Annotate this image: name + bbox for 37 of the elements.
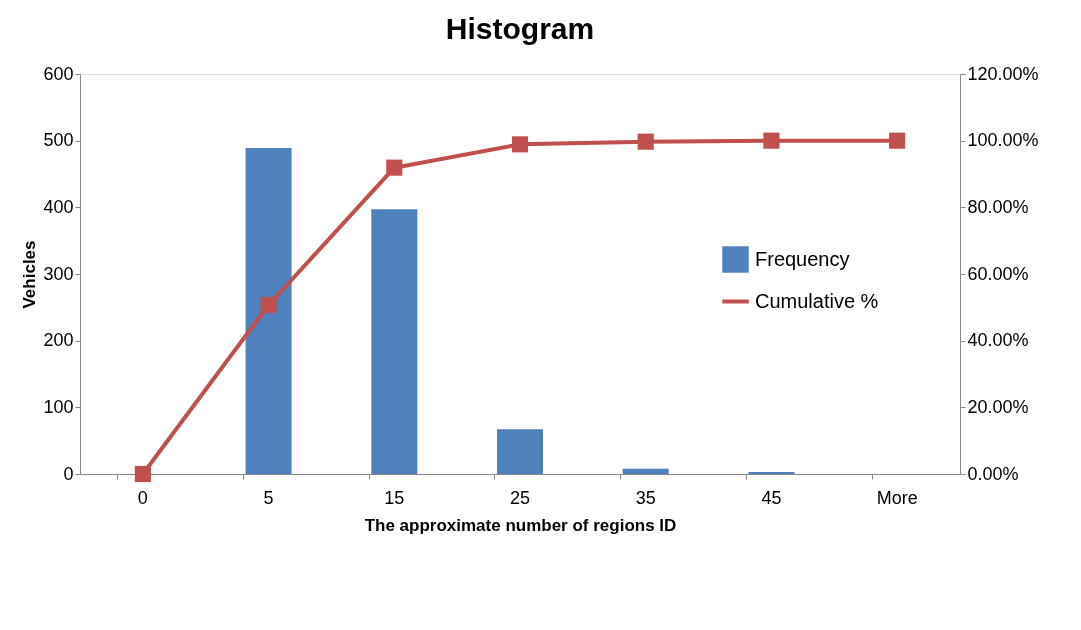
x-tick-label: 25 <box>509 487 531 508</box>
y2-tick-label: 80.00% <box>967 196 1029 217</box>
y-axis-title: Vehicles <box>20 240 40 309</box>
y2-tick-label: 20.00% <box>967 396 1029 417</box>
y-tick-label: 300 <box>43 263 74 284</box>
x-axis-title: The approximate number of regions ID <box>364 515 677 535</box>
x-tick-label: 15 <box>384 487 405 508</box>
y2-tick-label: 120.00% <box>967 63 1039 84</box>
x-tick-label: 0 <box>137 487 148 508</box>
bar <box>497 429 543 474</box>
point <box>889 132 906 149</box>
y-tick-label: 0 <box>63 463 74 484</box>
bar <box>622 468 669 474</box>
y-tick-label: 400 <box>43 196 74 217</box>
point <box>260 296 277 314</box>
x-tick-label: 5 <box>263 487 274 508</box>
legend-label: Frequency <box>755 247 850 270</box>
y2-tick-label: 0.00% <box>967 463 1019 484</box>
x-tick-label: More <box>876 487 918 508</box>
y2-tick-label: 100.00% <box>967 130 1039 151</box>
y2-tick-label: 60.00% <box>967 263 1029 284</box>
bar <box>245 148 292 474</box>
point <box>386 159 403 176</box>
x-tick-label: 45 <box>761 487 782 508</box>
y2-tick-label: 40.00% <box>967 330 1029 351</box>
point <box>134 465 151 483</box>
point <box>511 136 529 153</box>
chart-title: Histogram <box>445 12 595 45</box>
y-tick-label: 600 <box>43 63 74 84</box>
point <box>763 132 780 149</box>
bar <box>371 209 418 474</box>
legend-label: Cumulative % <box>755 289 879 312</box>
y-tick-label: 200 <box>43 330 74 351</box>
point <box>637 133 654 150</box>
y-tick-label: 500 <box>43 130 74 151</box>
x-tick-label: 35 <box>635 487 656 508</box>
y-tick-label: 100 <box>43 396 74 417</box>
